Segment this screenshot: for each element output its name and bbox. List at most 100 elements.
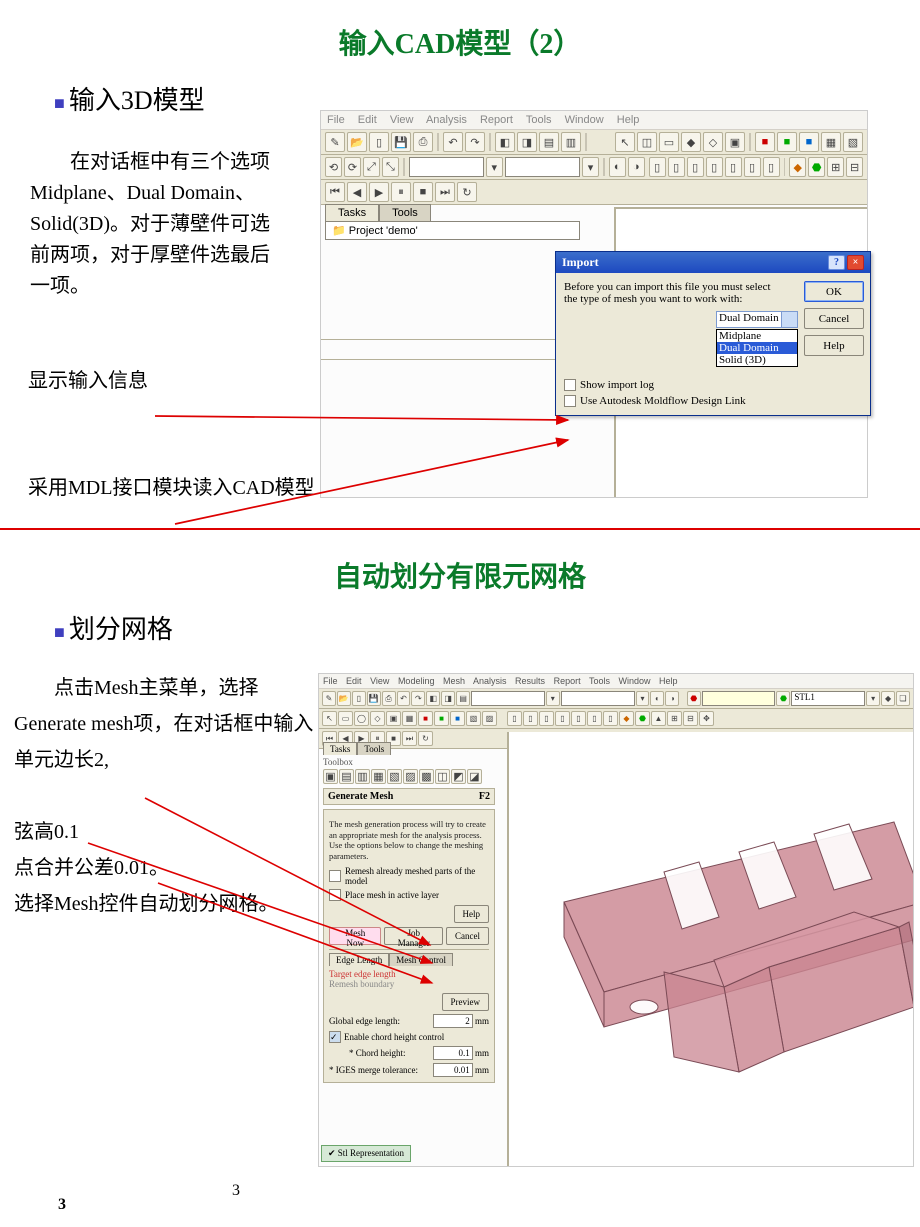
tb-btn-icon[interactable]: ▦ [821, 132, 841, 152]
menu-file[interactable]: File [323, 676, 338, 686]
tb-undo-icon[interactable]: ↶ [443, 132, 463, 152]
menu-tools[interactable]: Tools [526, 114, 552, 126]
tb-btn-icon[interactable]: ⟲ [325, 157, 342, 177]
tb-btn-icon[interactable]: ⤡ [382, 157, 399, 177]
menu-mesh[interactable]: Mesh [443, 676, 465, 686]
tb-btn-icon[interactable]: ▯ [587, 711, 602, 726]
tb-play-icon[interactable]: ▶ [369, 182, 389, 202]
tb-btn-icon[interactable]: ⬣ [635, 711, 650, 726]
tb-btn-icon[interactable]: ▨ [482, 711, 497, 726]
tb-btn-icon[interactable]: ⬣ [808, 157, 825, 177]
tb-btn-icon[interactable]: ▣ [725, 132, 745, 152]
tb-btn-icon[interactable]: ⊞ [827, 157, 844, 177]
tb-btn-icon[interactable]: ▯ [763, 157, 780, 177]
tb-btn-icon[interactable]: ◆ [619, 711, 634, 726]
tb-btn-icon[interactable]: ■ [418, 711, 433, 726]
tb-btn-icon[interactable]: ⎙ [382, 691, 396, 706]
tb-btn-icon[interactable]: ▯ [523, 711, 538, 726]
stl-representation-tab[interactable]: ✔ Stl Representation [321, 1145, 411, 1162]
tab-tools-2[interactable]: Tools [357, 742, 391, 755]
tb-save-icon[interactable]: 💾 [391, 132, 411, 152]
preview-button[interactable]: Preview [442, 993, 490, 1011]
tb-btn-icon[interactable]: ▾ [582, 157, 599, 177]
tb-btn-icon[interactable]: ■ [777, 132, 797, 152]
viewport-2[interactable] [507, 732, 913, 1166]
cancel-button[interactable]: Cancel [804, 308, 864, 329]
tool-icon[interactable]: ◩ [451, 769, 466, 784]
tb-btn-icon[interactable]: ◇ [370, 711, 385, 726]
help-icon[interactable]: ? [828, 255, 845, 270]
close-icon[interactable]: × [847, 255, 864, 270]
tb-btn-icon[interactable]: ▯ [603, 711, 618, 726]
cancel-button-2[interactable]: Cancel [446, 927, 489, 945]
tb-doc-icon[interactable]: ▯ [369, 132, 389, 152]
menu-window[interactable]: Window [618, 676, 650, 686]
tb-redo-icon[interactable]: ↷ [465, 132, 485, 152]
iges-tol-input[interactable] [433, 1063, 473, 1077]
tb-btn-icon[interactable]: 📂 [337, 691, 351, 706]
active-layer-checkbox[interactable] [329, 889, 341, 901]
tb-btn-icon[interactable]: ▥ [561, 132, 581, 152]
global-edge-input[interactable] [433, 1014, 473, 1028]
tb-btn-icon[interactable]: 💾 [367, 691, 381, 706]
tool-icon[interactable]: ▦ [371, 769, 386, 784]
tb-btn-icon[interactable]: ◧ [495, 132, 515, 152]
list-item[interactable]: Dual Domain [717, 342, 797, 354]
tb-btn-icon[interactable]: ▣ [386, 711, 401, 726]
menu-results[interactable]: Results [515, 676, 545, 686]
tb-btn-icon[interactable]: ▭ [659, 132, 679, 152]
help-button-2[interactable]: Help [454, 905, 490, 923]
stl-combo-1[interactable] [702, 691, 776, 706]
menu-edit[interactable]: Edit [346, 676, 362, 686]
tb-btn-icon[interactable]: ▯ [744, 157, 761, 177]
menu-file[interactable]: File [327, 114, 345, 126]
tb-btn-icon[interactable]: ▧ [466, 711, 481, 726]
mesh-type-list[interactable]: Midplane Dual Domain Solid (3D) [716, 329, 798, 367]
tb-btn-icon[interactable]: ⬣ [687, 691, 701, 706]
show-log-checkbox[interactable] [564, 379, 576, 391]
menu-edit[interactable]: Edit [358, 114, 377, 126]
tb-btn-icon[interactable]: ▯ [352, 691, 366, 706]
tb-cursor-icon[interactable]: ↖ [615, 132, 635, 152]
tb-btn-icon[interactable]: ↖ [322, 711, 337, 726]
mdl-checkbox[interactable] [564, 395, 576, 407]
tb-btn-icon[interactable]: ▾ [486, 157, 503, 177]
tb-first-icon[interactable]: ⏮ [325, 182, 345, 202]
tb-btn-icon[interactable]: ▾ [636, 691, 650, 706]
tb-btn-icon[interactable]: ▯ [687, 157, 704, 177]
tool-icon[interactable]: ◫ [435, 769, 450, 784]
list-item[interactable]: Midplane [717, 330, 797, 342]
tb-btn-icon[interactable]: ▾ [546, 691, 560, 706]
tb-btn-icon[interactable]: ◐ [609, 157, 626, 177]
tb-btn-icon[interactable]: ◇ [703, 132, 723, 152]
tb-btn-icon[interactable]: ◯ [354, 711, 369, 726]
tb-btn-icon[interactable]: ▭ [338, 711, 353, 726]
chord-height-input[interactable] [433, 1046, 473, 1060]
tb-btn-icon[interactable]: ◐ [650, 691, 664, 706]
tb-dropdown[interactable] [505, 157, 580, 177]
tb-btn-icon[interactable]: ▯ [649, 157, 666, 177]
tb-btn-icon[interactable]: ◑ [665, 691, 679, 706]
menu-analysis[interactable]: Analysis [426, 114, 467, 126]
tb-new-icon[interactable]: ✎ [325, 132, 345, 152]
tb-btn-icon[interactable]: ■ [434, 711, 449, 726]
tb-btn-icon[interactable]: ▯ [555, 711, 570, 726]
tb-btn-icon[interactable]: ◨ [441, 691, 455, 706]
job-manager-button[interactable]: Job Manager [384, 927, 443, 945]
project-node[interactable]: 📁 Project 'demo' [325, 221, 580, 240]
menu-report[interactable]: Report [480, 114, 513, 126]
tb-stop-icon[interactable]: ■ [413, 182, 433, 202]
menu-modeling[interactable]: Modeling [398, 676, 435, 686]
tb-prev-icon[interactable]: ◀ [347, 182, 367, 202]
remesh-checkbox[interactable] [329, 870, 341, 882]
tab-mesh-control[interactable]: Mesh Control [389, 953, 453, 966]
tb-btn-icon[interactable]: ⊟ [846, 157, 863, 177]
list-item[interactable]: Solid (3D) [717, 354, 797, 366]
tb-btn-icon[interactable]: ✥ [699, 711, 714, 726]
mesh-type-combo[interactable]: Dual Domain [716, 311, 798, 328]
menu-report[interactable]: Report [554, 676, 581, 686]
stl-combo-2[interactable]: STL1 [791, 691, 865, 706]
tool-icon[interactable]: ▧ [387, 769, 402, 784]
tb-btn-icon[interactable]: ◨ [517, 132, 537, 152]
tb-btn-icon[interactable]: ◆ [681, 132, 701, 152]
